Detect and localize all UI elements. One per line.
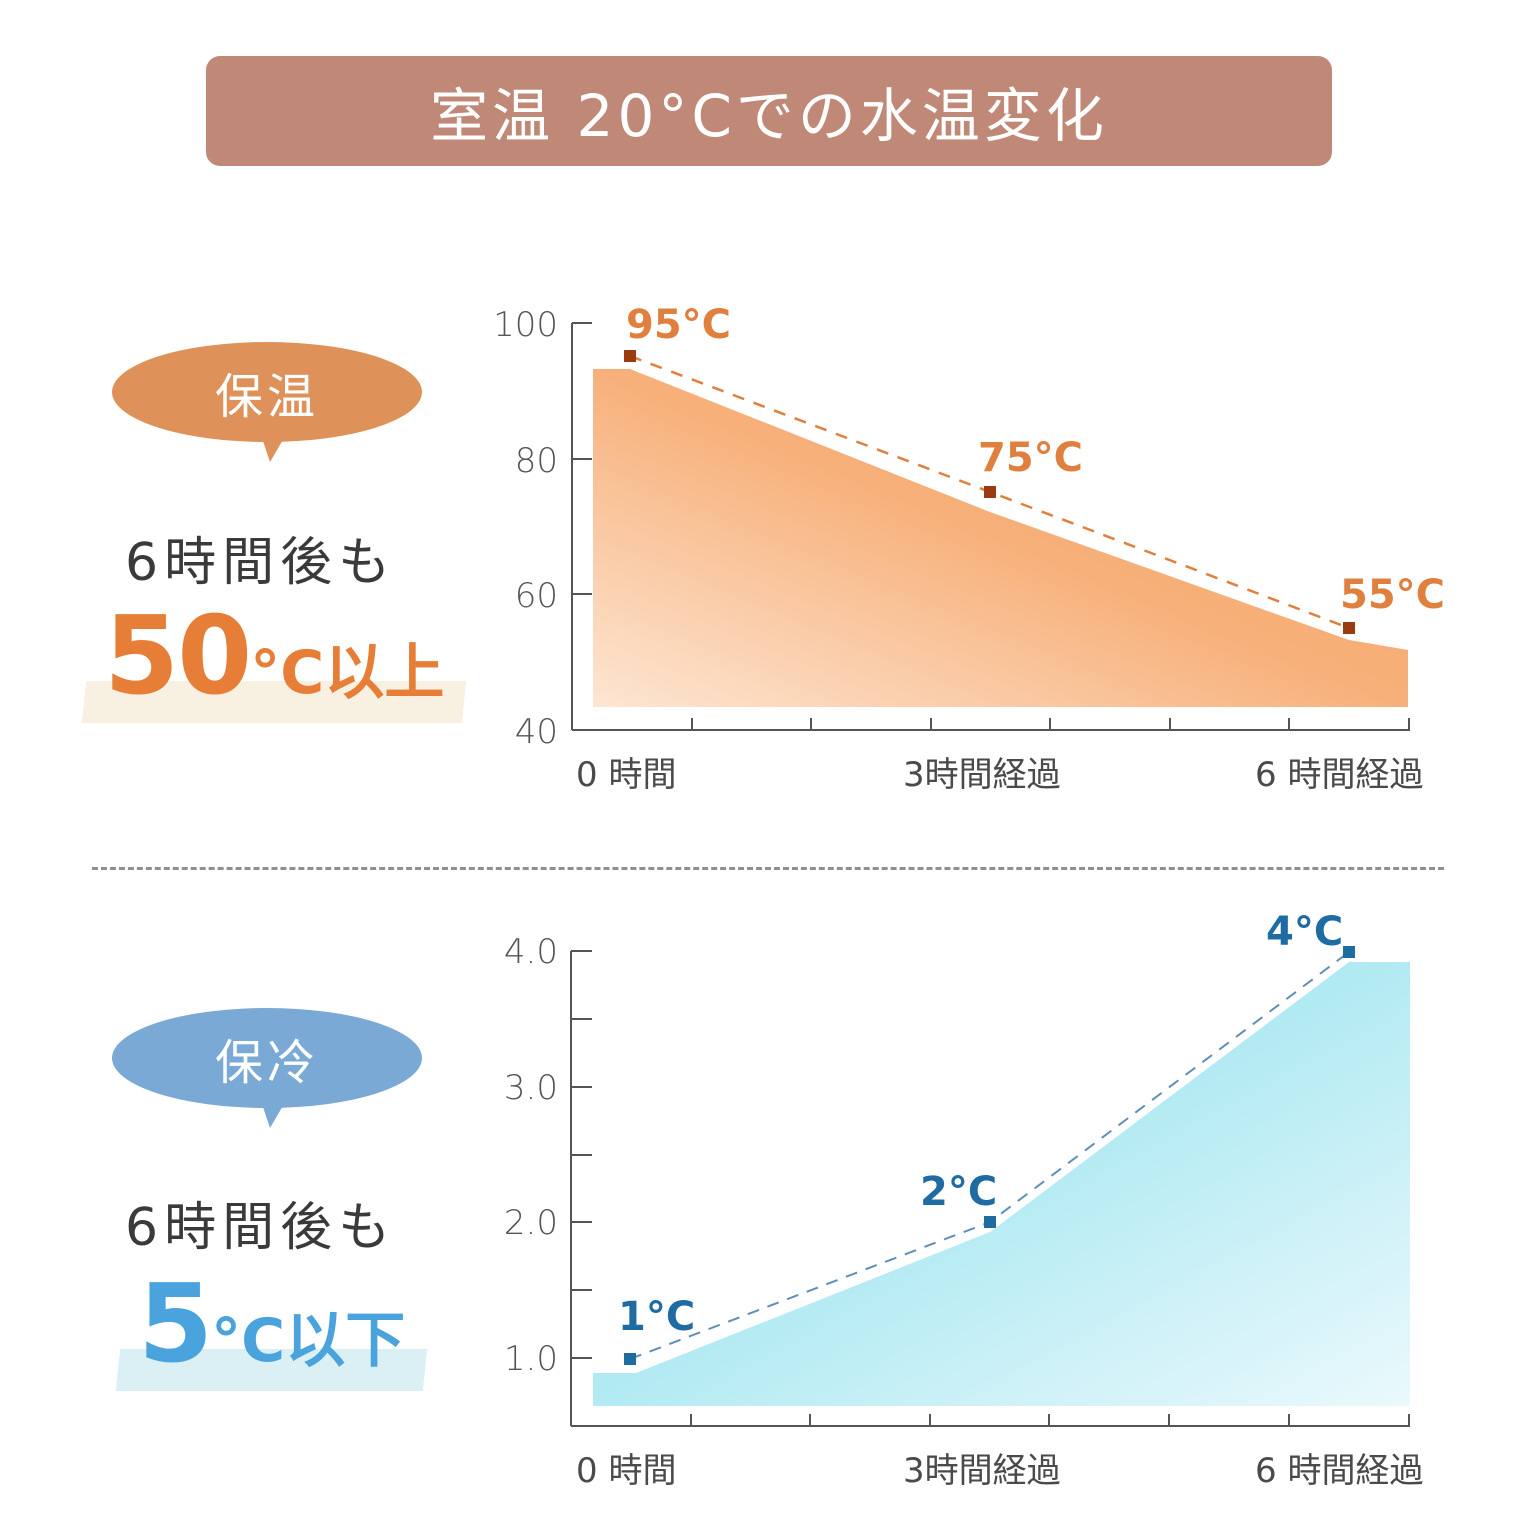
hot-x-axis xyxy=(572,718,1410,731)
hot-highlight-number: 50 xyxy=(104,594,252,719)
hot-highlight-unit: °C以上 xyxy=(250,638,445,708)
hot-point-6 xyxy=(1343,622,1355,634)
hot-badge-label: 保温 xyxy=(214,369,319,425)
cold-subtitle: 6時間後も xyxy=(125,1198,397,1258)
hot-ytick-100: 100 xyxy=(493,305,558,345)
cold-ytick-1: 1.0 xyxy=(504,1339,558,1379)
page-title: 室温 20°Cでの水温変化 xyxy=(430,82,1108,150)
cold-badge-label: 保冷 xyxy=(214,1035,319,1091)
cold-x-axis xyxy=(571,1414,1410,1427)
hot-annotation-6: 55°C xyxy=(1340,572,1445,618)
hot-point-0 xyxy=(624,350,636,362)
section-divider xyxy=(92,867,1444,870)
cold-point-3 xyxy=(984,1216,996,1228)
hot-subtitle: 6時間後も xyxy=(125,533,397,593)
cold-chart: 1°C 2°C 4°C 4.0 3.0 2.0 1.0 0 時間 3時 xyxy=(504,909,1424,1491)
hot-ytick-80: 80 xyxy=(515,441,558,481)
hot-xtick-0: 0 時間 xyxy=(576,755,676,795)
cold-highlight: 5 °C以下 xyxy=(115,1262,428,1391)
cold-xtick-6: 6 時間経過 xyxy=(1255,1451,1423,1491)
hot-xtick-6: 6 時間経過 xyxy=(1255,755,1423,795)
cold-annotation-6: 4°C xyxy=(1266,909,1343,955)
cold-ytick-2: 2.0 xyxy=(504,1203,558,1243)
cold-ytick-4: 4.0 xyxy=(504,932,558,972)
hot-highlight: 50 °C以上 xyxy=(81,594,467,723)
cold-ytick-3: 3.0 xyxy=(504,1068,558,1108)
hot-area xyxy=(593,369,1408,707)
hot-chart: 95°C 75°C 55°C 100 80 60 40 0 時間 3時間経過 6… xyxy=(493,302,1445,795)
cold-highlight-number: 5 xyxy=(138,1262,213,1387)
hot-y-axis xyxy=(571,322,592,730)
hot-badge: 保温 xyxy=(112,342,422,462)
cold-area xyxy=(593,962,1410,1406)
cold-xtick-0: 0 時間 xyxy=(576,1451,676,1491)
hot-annotation-3: 75°C xyxy=(978,435,1083,481)
cold-annotation-3: 2°C xyxy=(920,1169,997,1215)
cold-xtick-3: 3時間経過 xyxy=(903,1451,1061,1491)
hot-ytick-60: 60 xyxy=(515,576,558,616)
hot-point-3 xyxy=(984,486,996,498)
cold-y-axis xyxy=(570,950,592,1426)
hot-ytick-40: 40 xyxy=(515,712,558,752)
cold-annotation-0: 1°C xyxy=(618,1294,695,1340)
cold-highlight-unit: °C以下 xyxy=(211,1306,406,1376)
cold-point-6 xyxy=(1343,946,1355,958)
hot-annotation-0: 95°C xyxy=(626,302,731,348)
title-banner: 室温 20°Cでの水温変化 xyxy=(206,56,1332,166)
hot-xtick-3: 3時間経過 xyxy=(903,755,1061,795)
cold-badge: 保冷 xyxy=(112,1008,422,1128)
cold-point-0 xyxy=(624,1353,636,1365)
